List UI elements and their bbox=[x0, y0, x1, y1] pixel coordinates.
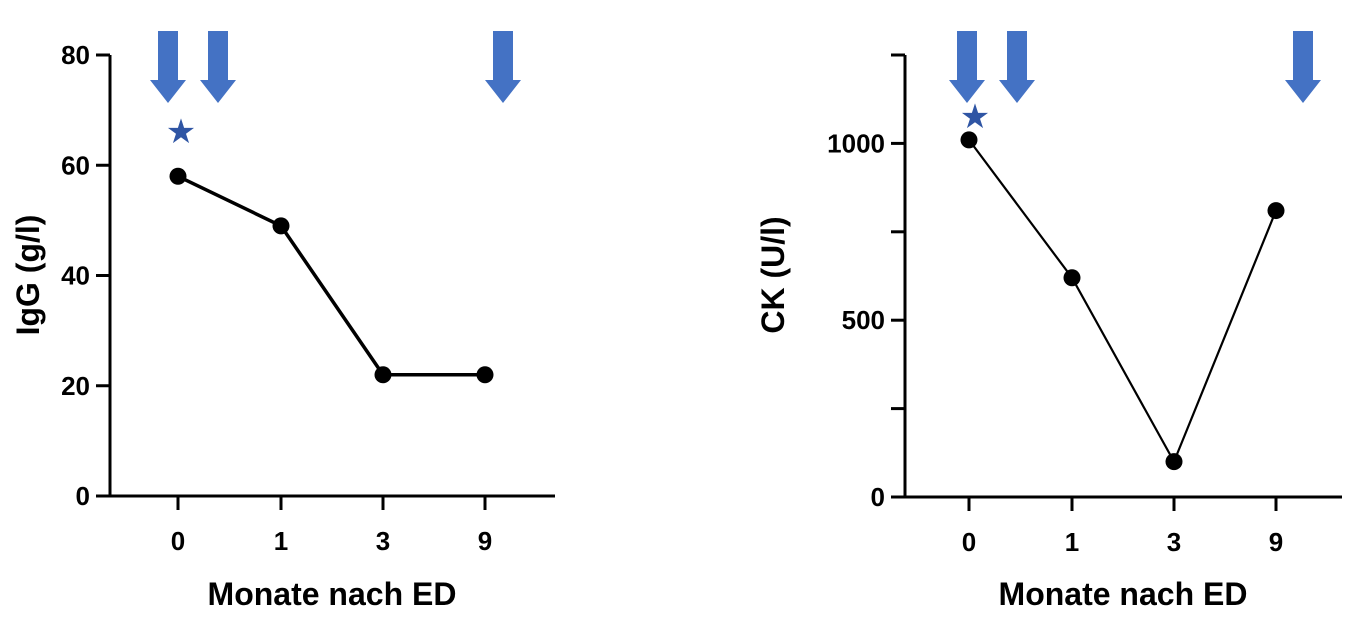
y-tick-label: 0 bbox=[76, 481, 90, 511]
y-tick-label: 40 bbox=[61, 261, 90, 291]
x-tick-label: 3 bbox=[1167, 527, 1181, 557]
x-tick-label: 0 bbox=[171, 526, 185, 556]
series-line bbox=[177, 174, 485, 377]
data-point bbox=[1267, 202, 1285, 220]
chart-panel-igg: 0 20 40 60 80 0 1 3 9 Monate nach ED IgG (g/l) ★ bbox=[10, 31, 555, 612]
star-icon: ★ bbox=[960, 97, 990, 137]
y-axis-title: IgG (g/l) bbox=[10, 215, 46, 336]
data-point bbox=[272, 217, 290, 235]
y-axis-title: CK (U/l) bbox=[755, 216, 791, 333]
y-tick-label: 500 bbox=[842, 305, 885, 335]
x-tick-label: 0 bbox=[962, 527, 976, 557]
data-point bbox=[1165, 453, 1183, 471]
down-arrow-icon bbox=[999, 31, 1035, 103]
data-point bbox=[1063, 269, 1081, 287]
down-arrow-icon bbox=[150, 31, 186, 103]
down-arrow-icon bbox=[1285, 31, 1321, 103]
y-tick-label: 20 bbox=[61, 371, 90, 401]
data-point bbox=[476, 366, 494, 384]
down-arrow-icon bbox=[485, 31, 521, 103]
data-point bbox=[169, 167, 187, 185]
y-tick-label: 1000 bbox=[827, 128, 885, 158]
x-axis-title: Monate nach ED bbox=[999, 576, 1248, 612]
chart-panel-ck: 0 500 1000 0 1 3 9 Monate nach ED CK (U/l) ★ bbox=[755, 31, 1342, 612]
data-point bbox=[374, 366, 392, 384]
x-tick-label: 1 bbox=[274, 526, 288, 556]
down-arrow-icon bbox=[949, 31, 985, 103]
x-tick-label: 1 bbox=[1065, 527, 1079, 557]
star-icon: ★ bbox=[166, 112, 196, 152]
x-tick-label: 9 bbox=[1269, 527, 1283, 557]
x-axis-title: Monate nach ED bbox=[208, 576, 457, 612]
down-arrow-icon bbox=[200, 31, 236, 103]
y-tick-label: 60 bbox=[61, 150, 90, 180]
x-tick-label: 3 bbox=[376, 526, 390, 556]
series-line bbox=[968, 139, 1278, 465]
x-tick-label: 9 bbox=[478, 526, 492, 556]
data-point bbox=[960, 131, 978, 149]
y-tick-label: 0 bbox=[871, 482, 885, 512]
y-tick-label: 80 bbox=[61, 40, 90, 70]
